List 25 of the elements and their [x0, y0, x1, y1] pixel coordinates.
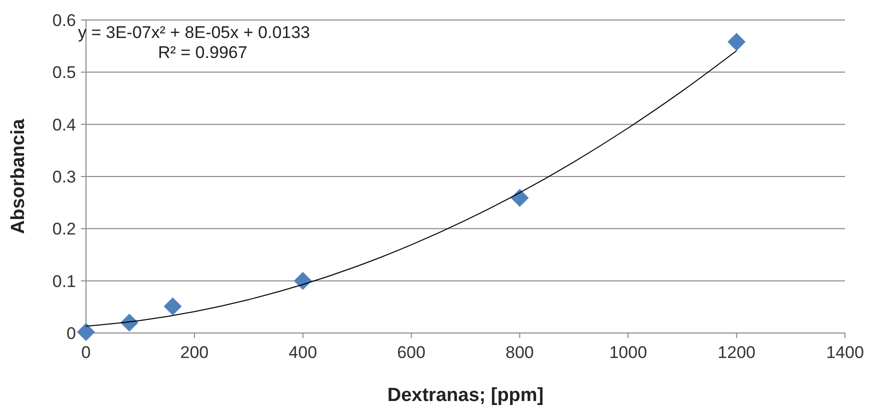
point — [510, 188, 529, 207]
y-tick-label: 0 — [66, 324, 76, 343]
x-tick-label: 200 — [180, 343, 209, 362]
x-tick-label: 600 — [397, 343, 426, 362]
x-tick-label: 0 — [81, 343, 91, 362]
annotation: y = 3E-07x² + 8E-05x + 0.0133 — [78, 23, 310, 42]
y-tick-label: 0.4 — [52, 115, 76, 134]
point — [77, 322, 95, 341]
point — [294, 272, 312, 290]
x-tick-label: 800 — [506, 343, 534, 362]
x-tick-label: 1200 — [718, 343, 756, 362]
x-tick-label: 1000 — [609, 343, 648, 362]
y-tick-label: 0.1 — [52, 272, 76, 291]
annotation: R² = 0.9967 — [158, 43, 248, 62]
x-axis-title: Dextranas; [ppm] — [387, 385, 544, 406]
y-axis-title: Absorbancia — [8, 118, 29, 234]
x-tick-label: 1400 — [826, 343, 864, 362]
point — [164, 297, 182, 316]
y-tick-label: 0.3 — [52, 168, 76, 186]
y-tick-label: 0.6 — [52, 11, 76, 30]
x-tick-label: 400 — [288, 343, 318, 362]
point — [728, 32, 746, 51]
point — [120, 314, 138, 332]
y-tick-label: 0.2 — [52, 220, 76, 239]
y-tick-label: 0.5 — [52, 63, 76, 82]
